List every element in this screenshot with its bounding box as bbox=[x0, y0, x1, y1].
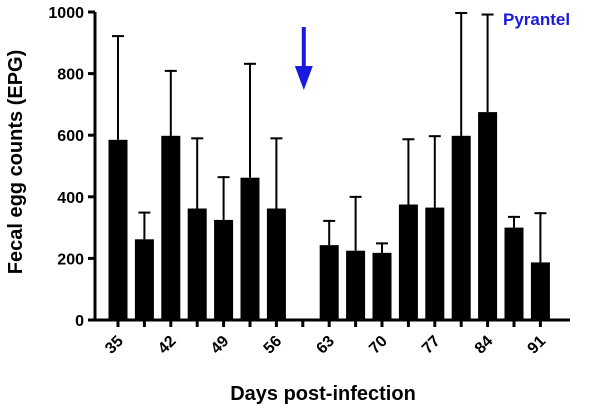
y-axis-title: Fecal egg counts (EPG) bbox=[5, 50, 27, 274]
x-tick-label: 77 bbox=[419, 333, 444, 358]
bar-day-70 bbox=[372, 252, 392, 320]
x-tick-label: 56 bbox=[261, 333, 286, 358]
x-axis: 35 42 49 56 63 70 77 84 91 bbox=[95, 318, 570, 358]
bar-day-73 bbox=[398, 204, 418, 320]
bar-day-77 bbox=[425, 207, 445, 320]
bar-day-66 bbox=[346, 250, 366, 320]
bar-day-56 bbox=[266, 208, 286, 320]
y-tick-label: 400 bbox=[57, 190, 84, 207]
bar-day-80 bbox=[451, 135, 471, 320]
bar-day-87 bbox=[504, 227, 524, 320]
y-tick-label: 0 bbox=[75, 313, 84, 330]
bar-day-84 bbox=[478, 112, 498, 320]
bar-day-91 bbox=[530, 262, 550, 320]
y-tick-label: 200 bbox=[57, 251, 84, 268]
pyrantel-annotation: Pyrantel bbox=[503, 10, 570, 29]
bar-day-38 bbox=[134, 239, 154, 320]
x-tick-label: 91 bbox=[525, 333, 550, 358]
x-tick-label: 42 bbox=[155, 333, 180, 358]
y-tick-label: 600 bbox=[57, 128, 84, 145]
x-tick-label: 63 bbox=[313, 333, 338, 358]
y-tick-label: 1000 bbox=[48, 5, 84, 22]
x-tick-label: 35 bbox=[102, 333, 127, 358]
bar-day-45 bbox=[187, 208, 207, 320]
x-tick-label: 49 bbox=[208, 333, 233, 358]
arrow-head bbox=[294, 66, 313, 90]
bars bbox=[108, 112, 550, 320]
y-tick-label: 800 bbox=[57, 67, 84, 84]
x-axis-title: Days post-infection bbox=[230, 383, 416, 405]
bar-day-63 bbox=[319, 245, 339, 320]
x-tick-label: 84 bbox=[472, 333, 497, 358]
y-axis: 0 200 400 600 800 1000 bbox=[48, 5, 97, 330]
bar-day-49 bbox=[214, 219, 234, 320]
x-tick-label: 70 bbox=[366, 333, 391, 358]
error-bars bbox=[112, 12, 547, 263]
treatment-arrow-icon bbox=[294, 27, 313, 90]
bar-day-42 bbox=[161, 135, 181, 320]
bar-day-52 bbox=[240, 177, 260, 320]
bar-day-35 bbox=[108, 139, 128, 320]
